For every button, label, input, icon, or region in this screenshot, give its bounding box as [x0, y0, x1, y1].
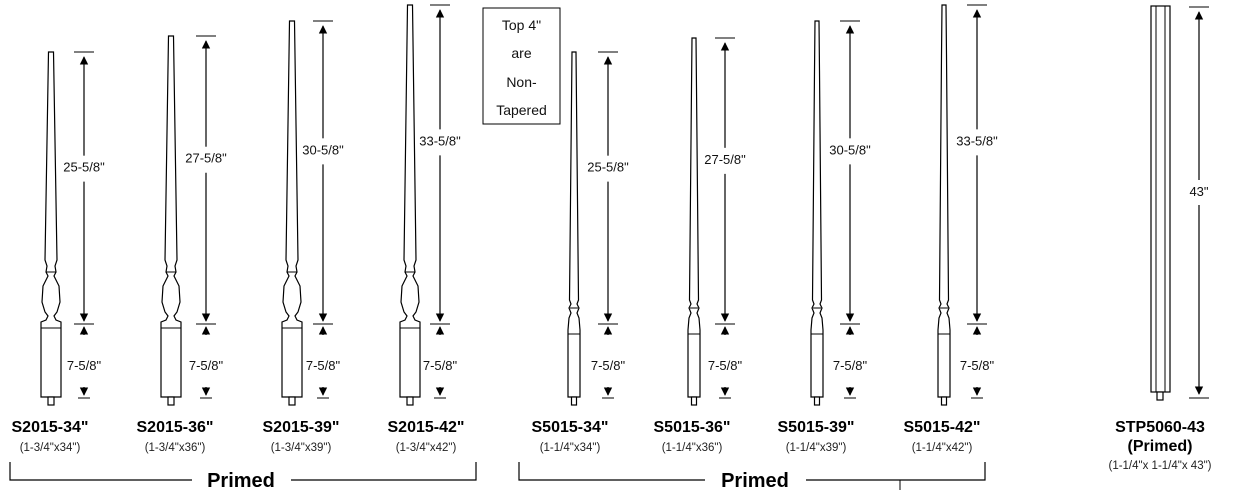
square-baluster: 43" STP5060-43 (Primed) (1-1/4"x 1-1/4"x…	[1108, 5, 1212, 472]
square-baluster-pin	[1156, 391, 1164, 401]
upper-dimension-label: 33-5/8"	[419, 133, 461, 148]
square-finish: (Primed)	[1128, 438, 1193, 455]
baluster-2	[160, 35, 182, 406]
square-baluster-body	[1150, 5, 1171, 393]
note-line: are	[511, 45, 531, 61]
baluster-profile	[399, 4, 421, 398]
primed-bracket-right: Primed	[518, 462, 986, 492]
baluster-pin	[690, 396, 698, 406]
upper-dimension-label: 30-5/8"	[302, 142, 344, 157]
dimension-8: 33-5/8" 7-5/8"	[956, 4, 998, 399]
group-label: Primed	[207, 470, 275, 492]
baluster-title: S5015-42"	[904, 419, 981, 436]
baluster-8	[937, 4, 951, 406]
upper-dimension-label: 25-5/8"	[63, 160, 105, 175]
note-line: Top 4"	[502, 17, 541, 33]
baluster-size: (1-1/4"x34")	[540, 442, 601, 454]
lower-dimension-label: 7-5/8"	[189, 358, 224, 373]
non-tapered-note: Top 4" are Non- Tapered	[482, 7, 561, 125]
baluster-pin	[288, 396, 296, 406]
lower-dimension-label: 7-5/8"	[960, 358, 995, 373]
baluster-3	[281, 20, 303, 406]
baluster-profile	[937, 4, 951, 398]
baluster-6	[687, 37, 701, 406]
upper-dimension-label: 30-5/8"	[829, 142, 871, 157]
baluster-profile	[40, 51, 62, 398]
primed-bracket-left: Primed	[9, 462, 477, 492]
dimension-5: 25-5/8" 7-5/8"	[587, 51, 629, 399]
baluster-title: S5015-34"	[532, 419, 609, 436]
baluster-profile	[160, 35, 182, 398]
baluster-7	[810, 20, 824, 406]
baluster-size: (1-1/4"x36")	[662, 442, 723, 454]
baluster-pin	[47, 396, 55, 406]
baluster-size: (1-3/4"x39")	[271, 442, 332, 454]
baluster-title: S2015-42"	[388, 419, 465, 436]
square-title: STP5060-43	[1115, 419, 1205, 436]
baluster-title: S5015-39"	[778, 419, 855, 436]
baluster-title: S2015-34"	[12, 419, 89, 436]
baluster-size: (1-1/4"x39")	[786, 442, 847, 454]
lower-dimension-label: 7-5/8"	[306, 358, 341, 373]
upper-dimension-label: 27-5/8"	[704, 152, 746, 167]
baluster-size: (1-3/4"x42")	[396, 442, 457, 454]
dimensions-layer: 25-5/8"7-5/8"27-5/8"7-5/8"30-5/8"7-5/8"3…	[63, 4, 998, 399]
lower-dimension-label: 7-5/8"	[591, 358, 626, 373]
upper-dimension-label: 25-5/8"	[587, 160, 629, 175]
dimension-4: 33-5/8" 7-5/8"	[419, 4, 461, 399]
baluster-title: S5015-36"	[654, 419, 731, 436]
dimension-1: 25-5/8" 7-5/8"	[63, 51, 105, 399]
baluster-profile	[281, 20, 303, 398]
baluster-title: S2015-36"	[137, 419, 214, 436]
baluster-5	[567, 51, 581, 406]
baluster-profile	[687, 37, 701, 398]
lower-dimension-label: 7-5/8"	[67, 358, 102, 373]
baluster-pin	[570, 396, 578, 406]
lower-dimension-label: 7-5/8"	[708, 358, 743, 373]
balusters-layer	[40, 4, 951, 406]
dimension-2: 27-5/8" 7-5/8"	[185, 35, 227, 399]
baluster-4	[399, 4, 421, 406]
note-box	[482, 7, 561, 125]
baluster-size: (1-1/4"x42")	[912, 442, 973, 454]
baluster-pin	[940, 396, 948, 406]
square-size: (1-1/4"x 1-1/4"x 43")	[1108, 460, 1211, 472]
baluster-pin	[167, 396, 175, 406]
upper-dimension-label: 27-5/8"	[185, 151, 227, 166]
note-line: Tapered	[496, 102, 547, 118]
group-label: Primed	[721, 470, 789, 492]
baluster-1	[40, 51, 62, 406]
dimension-7: 30-5/8" 7-5/8"	[829, 20, 871, 399]
upper-dimension-label: 33-5/8"	[956, 133, 998, 148]
baluster-profile	[810, 20, 824, 398]
baluster-title: S2015-39"	[263, 419, 340, 436]
lower-dimension-label: 7-5/8"	[423, 358, 458, 373]
height-label: 43"	[1189, 184, 1208, 199]
dimension-6: 27-5/8" 7-5/8"	[704, 37, 746, 399]
baluster-size: (1-3/4"x36")	[145, 442, 206, 454]
baluster-pin	[813, 396, 821, 406]
baluster-size: (1-3/4"x34")	[20, 442, 81, 454]
note-line: Non-	[506, 74, 537, 90]
dimension-3: 30-5/8" 7-5/8"	[302, 20, 344, 399]
baluster-profile	[567, 51, 581, 398]
lower-dimension-label: 7-5/8"	[833, 358, 868, 373]
baluster-pin	[406, 396, 414, 406]
baluster-labels: S2015-34" (1-3/4"x34") S2015-36" (1-3/4"…	[12, 419, 981, 454]
